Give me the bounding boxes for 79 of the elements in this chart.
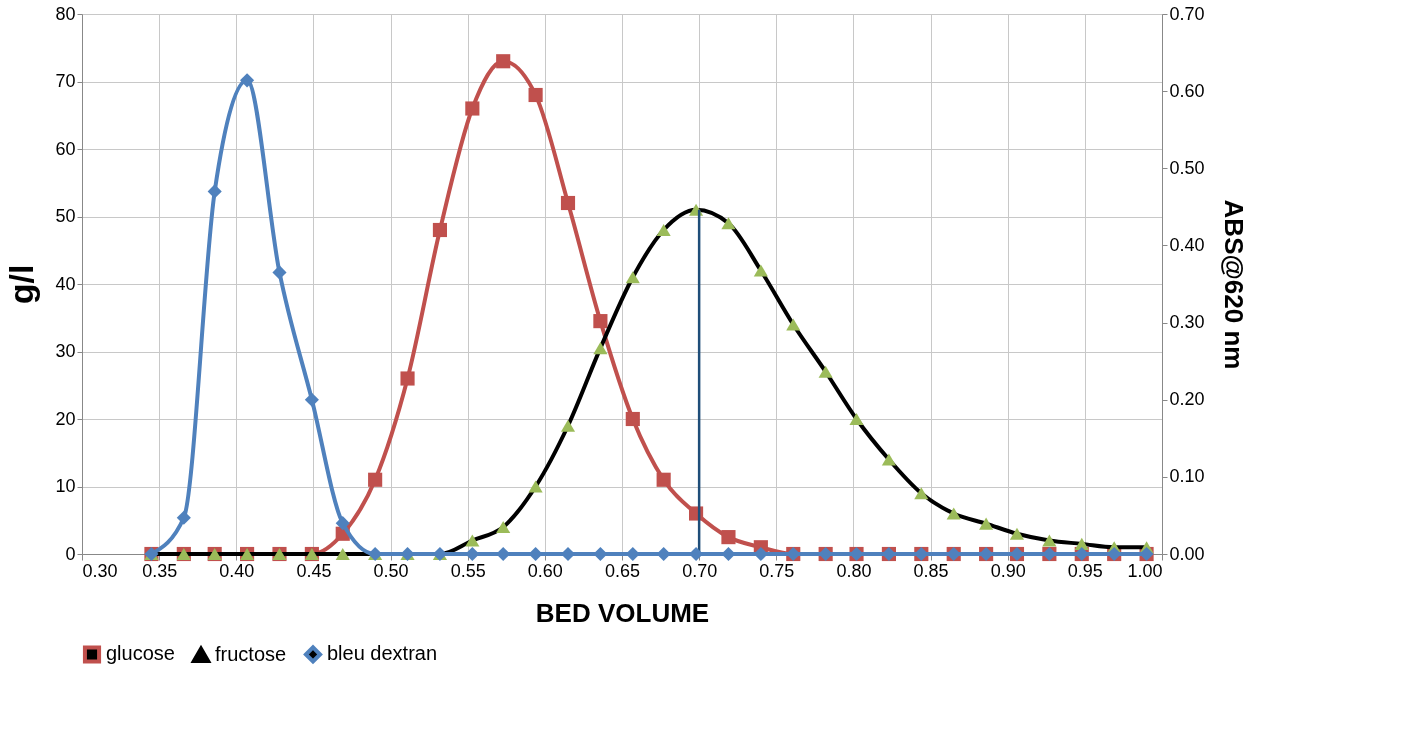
point bbox=[335, 547, 350, 561]
y2-tick-label: 0.60 bbox=[1169, 80, 1205, 101]
point bbox=[272, 265, 287, 280]
point bbox=[528, 546, 543, 562]
x-tick-label: 0.70 bbox=[682, 560, 718, 581]
point bbox=[528, 87, 543, 103]
point bbox=[786, 318, 801, 331]
point bbox=[335, 516, 350, 531]
y2-tick-label: 0.30 bbox=[1169, 312, 1205, 333]
point bbox=[304, 392, 319, 407]
y2-tick-label: 0.70 bbox=[1169, 3, 1205, 24]
y2-tick-label: 0.00 bbox=[1169, 543, 1205, 564]
y-tick-label: 50 bbox=[55, 206, 76, 226]
point bbox=[465, 101, 480, 116]
point bbox=[593, 342, 608, 355]
y-tick-label: 30 bbox=[55, 341, 76, 361]
point bbox=[1042, 534, 1057, 547]
point bbox=[849, 412, 864, 426]
y-tick-label: 80 bbox=[55, 3, 76, 24]
point bbox=[560, 195, 576, 211]
point bbox=[176, 510, 191, 525]
y-axis-title: g/l bbox=[2, 264, 41, 305]
x-tick-label: 0.30 bbox=[82, 560, 118, 581]
y2-tick-label: 0.50 bbox=[1169, 157, 1205, 178]
y-tick-label: 0 bbox=[65, 543, 76, 564]
x-tick-label: 0.80 bbox=[836, 560, 872, 581]
x-tick-label: 0.75 bbox=[759, 560, 795, 581]
point bbox=[656, 472, 671, 487]
y2-axis-title: ABS@620 nm bbox=[1218, 199, 1249, 370]
y-tick-label: 40 bbox=[55, 273, 76, 294]
point bbox=[946, 507, 961, 520]
point bbox=[881, 453, 896, 466]
point bbox=[818, 365, 833, 378]
point bbox=[432, 222, 448, 238]
x-tick-label: 0.95 bbox=[1067, 560, 1103, 581]
point bbox=[1009, 527, 1025, 540]
y2-tick-label: 0.10 bbox=[1169, 466, 1205, 487]
point bbox=[528, 480, 543, 493]
point bbox=[656, 546, 671, 562]
point bbox=[979, 517, 994, 530]
point bbox=[721, 530, 736, 545]
legend-label: bleu dextran bbox=[327, 642, 438, 665]
y-tick-label: 60 bbox=[55, 138, 76, 159]
y2-tick-label: 0.40 bbox=[1169, 234, 1205, 255]
point bbox=[560, 419, 576, 432]
x-tick-label: 0.45 bbox=[296, 560, 332, 581]
point bbox=[625, 271, 640, 284]
x-tick-label: 1.00 bbox=[1127, 560, 1163, 581]
x-tick-label: 0.40 bbox=[219, 560, 255, 581]
point bbox=[721, 546, 736, 562]
x-tick-label: 0.50 bbox=[373, 560, 409, 581]
point bbox=[914, 487, 929, 500]
point bbox=[368, 472, 383, 487]
x-tick-label: 0.90 bbox=[990, 560, 1026, 581]
y-tick-label: 20 bbox=[55, 408, 76, 429]
y-tick-label: 10 bbox=[55, 476, 76, 496]
x-tick-label: 0.60 bbox=[527, 560, 563, 581]
point bbox=[625, 411, 640, 427]
point bbox=[465, 534, 480, 547]
x-axis-title: BED VOLUME bbox=[535, 597, 710, 628]
legend-label: glucose bbox=[106, 642, 175, 665]
y-tick-label: 70 bbox=[55, 71, 76, 91]
point bbox=[496, 54, 511, 69]
point bbox=[753, 264, 768, 277]
x-tick-label: 0.65 bbox=[604, 560, 641, 581]
point bbox=[465, 546, 480, 562]
y2-tick-label: 0.20 bbox=[1169, 389, 1205, 410]
point bbox=[496, 520, 511, 534]
point bbox=[721, 217, 736, 230]
point bbox=[240, 73, 255, 88]
point bbox=[400, 371, 415, 386]
point bbox=[593, 314, 608, 329]
point bbox=[656, 223, 671, 237]
x-tick-label: 0.35 bbox=[142, 560, 178, 581]
x-tick-label: 0.85 bbox=[913, 560, 949, 581]
legend-label: fructose bbox=[215, 642, 287, 665]
point bbox=[207, 184, 222, 199]
point bbox=[593, 546, 608, 562]
x-tick-label: 0.55 bbox=[450, 560, 486, 581]
